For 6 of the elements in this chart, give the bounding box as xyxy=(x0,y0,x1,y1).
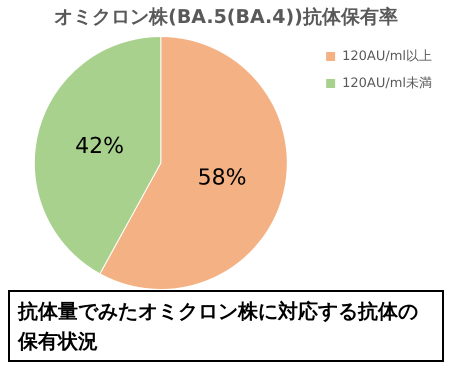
chart-title: オミクロン株(BA.5(BA.4))抗体保有率 xyxy=(53,5,399,30)
data-label: 42% xyxy=(75,134,124,159)
legend-label: 120AU/ml以上 xyxy=(342,48,432,64)
data-label: 58% xyxy=(198,165,247,190)
legend-label: 120AU/ml未満 xyxy=(342,76,432,91)
text: 抗体量でみたオミクロン株に対応する抗体の保有状況 xyxy=(8,290,444,362)
